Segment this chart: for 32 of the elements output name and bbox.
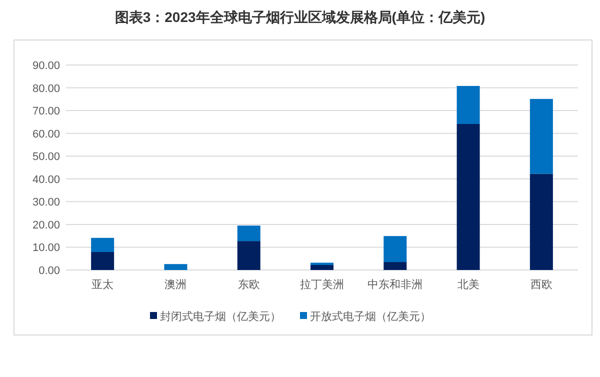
- y-tick-label: 70.00: [32, 106, 60, 118]
- bar: [310, 264, 334, 270]
- y-tick-label: 30.00: [32, 196, 60, 209]
- bar: [237, 226, 260, 242]
- bar: [530, 98, 553, 174]
- y-tick-label: 80.00: [32, 82, 60, 95]
- bar: [456, 124, 480, 270]
- y-tick-label: 0.00: [38, 265, 60, 277]
- y-tick-label: 10.00: [32, 242, 60, 254]
- bar: [91, 252, 114, 270]
- x-tick-label: 西欧: [530, 279, 552, 291]
- y-tick-label: 60.00: [32, 128, 60, 140]
- x-tick-label: 亚太: [92, 278, 114, 291]
- x-tick-label: 北美: [457, 278, 480, 291]
- x-tick-label: 中东和非洲: [368, 278, 423, 291]
- y-tick-label: 90.00: [32, 60, 60, 72]
- y-tick-label: 20.00: [32, 219, 60, 232]
- bar: [456, 86, 480, 124]
- bar: [384, 236, 407, 262]
- y-tick-label: 40.00: [32, 174, 60, 186]
- x-tick-label: 澳洲: [164, 278, 187, 291]
- legend-label: 封闭式电子烟（亿美元）: [160, 310, 281, 323]
- bar: [237, 241, 260, 270]
- bar: [164, 264, 188, 270]
- bar: [384, 262, 407, 270]
- x-tick-label: 拉丁美洲: [300, 278, 344, 291]
- bar: [530, 174, 553, 270]
- y-tick-label: 50.00: [32, 151, 60, 164]
- x-tick-label: 东欧: [238, 278, 260, 291]
- legend-label: 开放式电子烟（亿美元）: [310, 310, 431, 323]
- chart-title: 图表3：2023年全球电子烟行业区域发展格局(单位：亿美元): [114, 9, 486, 25]
- bar: [91, 238, 114, 252]
